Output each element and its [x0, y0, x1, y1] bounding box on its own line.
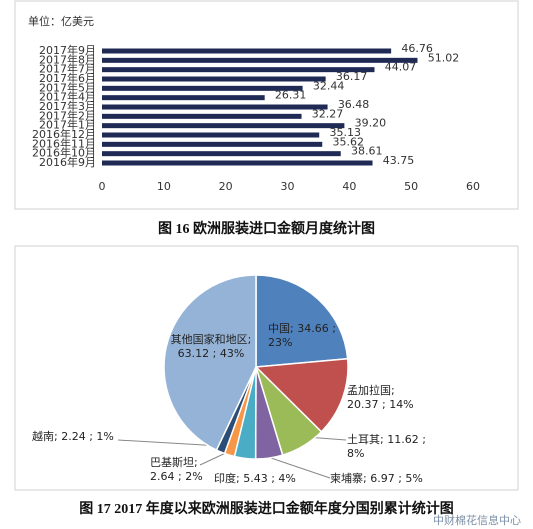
bar — [102, 132, 320, 138]
bar — [102, 67, 375, 73]
y-tick-label: 2017年1月 — [39, 118, 96, 132]
data-label: 46.76 — [401, 42, 433, 55]
data-label: 柬埔寨; 6.97 ; 5% — [330, 472, 423, 485]
data-label: 越南; 2.24 ; 1% — [32, 430, 114, 443]
x-tick-label: 30 — [281, 180, 295, 193]
bar — [102, 123, 345, 129]
data-label: 巴基斯坦; 2.64 ; 2% — [150, 456, 203, 483]
pie-slice — [255, 274, 349, 368]
bar — [102, 76, 326, 82]
pie-slice — [163, 274, 257, 452]
y-tick-label: 2017年8月 — [39, 52, 96, 66]
x-tick-label: 10 — [157, 180, 171, 193]
data-label: 32.27 — [312, 107, 344, 120]
data-label: 36.48 — [338, 98, 370, 111]
bar — [102, 151, 341, 157]
x-tick-label: 0 — [99, 180, 106, 193]
x-tick-label: 50 — [404, 180, 418, 193]
x-tick-label: 40 — [342, 180, 356, 193]
y-tick-label: 2016年12月 — [32, 127, 96, 141]
bar — [102, 48, 392, 54]
data-label: 39.20 — [355, 117, 387, 130]
data-label: 43.75 — [383, 154, 415, 167]
data-label: 26.31 — [275, 89, 307, 102]
watermark: 中财棉花信息中心 — [433, 514, 521, 527]
data-label: 32.44 — [313, 79, 345, 92]
data-label: 其他国家和地区; 63.12 ; 43% — [170, 333, 252, 360]
bar — [102, 141, 323, 147]
data-label: 35.62 — [333, 135, 365, 148]
caption: 图 16 欧洲服装进口金额月度统计图 — [158, 222, 375, 237]
bar — [102, 113, 302, 119]
y-tick-label: 2017年2月 — [39, 108, 96, 122]
y-tick-label: 2016年11月 — [32, 136, 96, 150]
data-label: 印度; 5.43 ; 4% — [214, 472, 296, 485]
data-label: 38.61 — [351, 145, 383, 158]
data-label: 36.17 — [336, 70, 368, 83]
x-tick-label: 60 — [466, 180, 480, 193]
bar — [102, 160, 373, 166]
data-label: 土耳其; 11.62 ; 8% — [347, 433, 426, 460]
caption: 图 17 2017 年度以来欧洲服装进口金额年度分国别累计统计图 — [79, 502, 454, 517]
x-tick-label: 20 — [219, 180, 233, 193]
bar — [102, 85, 303, 91]
chart-frame — [14, 0, 519, 210]
y-tick-label: 2016年10月 — [32, 146, 96, 160]
y-tick-label: 2017年5月 — [39, 80, 96, 94]
data-label: 51.02 — [428, 51, 460, 64]
data-label: 35.13 — [329, 126, 361, 139]
y-tick-label: 2017年3月 — [39, 99, 96, 113]
leader-lines — [117, 436, 347, 479]
y-tick-label: 2017年7月 — [39, 62, 96, 76]
y-tick-label: 2017年9月 — [39, 43, 96, 57]
data-label: 44.07 — [385, 61, 417, 74]
data-label: 孟加拉国; 20.37 ; 14% — [347, 384, 414, 411]
bar — [102, 57, 418, 63]
data-label: 中国; 34.66 ; 23% — [268, 322, 336, 349]
unit-label: 单位：亿美元 — [28, 14, 94, 28]
bar — [102, 104, 328, 110]
y-tick-label: 2017年4月 — [39, 90, 96, 104]
y-tick-label: 2017年6月 — [39, 71, 96, 85]
chart-frame — [14, 245, 519, 491]
pie-slice — [254, 357, 349, 433]
bar — [102, 95, 265, 101]
y-tick-label: 2016年9月 — [39, 155, 96, 169]
